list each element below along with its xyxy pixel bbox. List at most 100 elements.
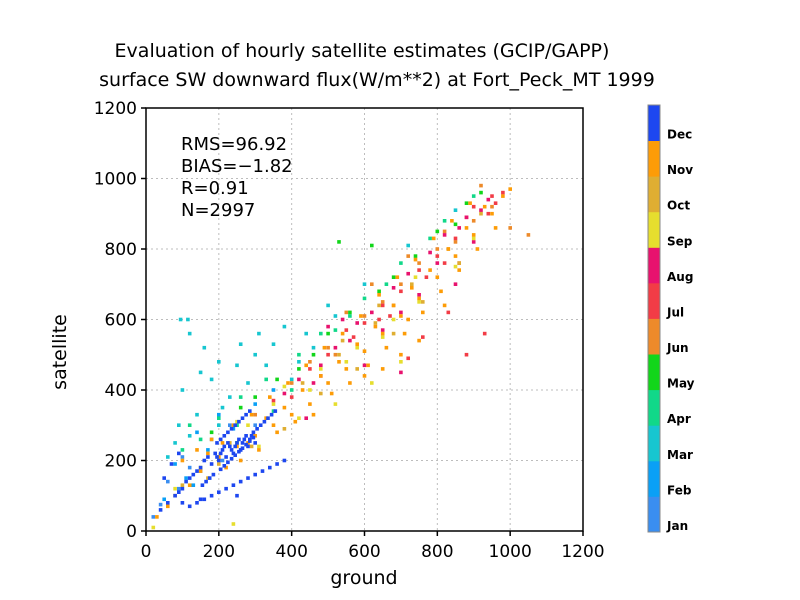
data-point: [180, 483, 185, 487]
x-tick-label: 1200: [561, 542, 604, 562]
data-point: [162, 476, 166, 480]
data-point: [377, 317, 381, 322]
data-point: [333, 328, 338, 332]
colorbar-swatch: [648, 425, 660, 462]
y-tick-label: 1000: [94, 170, 137, 190]
data-point: [217, 360, 221, 364]
data-point: [384, 282, 389, 286]
data-point: [224, 455, 228, 459]
data-point: [184, 476, 188, 480]
data-point: [362, 321, 367, 325]
data-point: [206, 448, 210, 452]
data-point: [177, 451, 181, 456]
data-point: [253, 395, 257, 399]
data-point: [311, 352, 316, 357]
data-point: [260, 469, 265, 473]
data-point: [187, 465, 192, 470]
data-point: [209, 493, 214, 498]
colorbar-label: Mar: [667, 448, 693, 462]
data-point: [202, 497, 207, 502]
data-point: [204, 479, 208, 484]
data-point: [228, 441, 232, 445]
colorbar-frame: [647, 104, 661, 533]
data-point: [399, 261, 403, 265]
data-point: [209, 462, 214, 466]
data-point: [508, 226, 512, 230]
data-point: [257, 448, 261, 452]
data-point: [337, 352, 341, 357]
data-point: [370, 381, 374, 385]
chart-subtitle: surface SW downward flux(W/m**2) at Fort…: [99, 69, 655, 91]
data-point: [380, 300, 385, 304]
data-point: [370, 243, 374, 248]
data-point: [282, 405, 287, 410]
data-point: [255, 427, 259, 431]
data-point: [442, 233, 447, 237]
colorbar-swatch: [648, 354, 660, 391]
data-point: [308, 367, 312, 371]
data-point: [402, 331, 407, 336]
data-point: [226, 441, 230, 445]
data-point: [380, 303, 385, 308]
data-point: [417, 268, 421, 272]
data-point: [237, 449, 241, 454]
data-point: [388, 314, 392, 318]
data-point: [304, 363, 308, 368]
data-point: [233, 453, 237, 457]
data-point: [399, 352, 403, 357]
data-point: [435, 261, 440, 265]
data-point: [237, 419, 241, 424]
data-point: [457, 268, 461, 272]
data-point: [417, 296, 421, 301]
data-point: [464, 226, 469, 230]
data-point: [406, 243, 410, 248]
data-point: [410, 282, 414, 286]
data-point: [428, 236, 432, 241]
data-point: [453, 254, 458, 258]
data-point: [173, 493, 177, 498]
data-point: [282, 458, 287, 463]
data-point: [229, 427, 234, 431]
data-point: [187, 331, 192, 336]
data-point: [173, 462, 177, 466]
data-point: [340, 338, 345, 343]
colorbar-label: Jan: [666, 519, 688, 533]
data-point: [311, 381, 316, 385]
data-point: [297, 367, 301, 371]
data-point: [244, 442, 248, 447]
data-point: [231, 483, 236, 487]
colorbar-swatch: [648, 211, 660, 248]
data-point: [370, 310, 374, 315]
data-point: [195, 469, 199, 473]
data-point: [326, 331, 330, 336]
data-point: [180, 448, 185, 452]
data-point: [490, 211, 494, 216]
data-point: [348, 338, 352, 343]
data-point: [471, 204, 476, 209]
data-point: [373, 321, 378, 325]
data-point: [421, 310, 425, 315]
data-point: [300, 381, 305, 385]
data-point: [355, 345, 359, 350]
data-point: [217, 458, 221, 463]
data-point: [166, 504, 170, 509]
data-point: [187, 423, 192, 427]
data-point: [380, 328, 385, 332]
colorbar-label: Aug: [667, 270, 693, 284]
data-point: [471, 240, 476, 244]
data-point: [217, 490, 221, 494]
data-point: [226, 430, 230, 435]
data-point: [218, 467, 223, 472]
data-point: [258, 423, 263, 427]
data-point: [311, 345, 316, 350]
data-point: [410, 286, 414, 290]
data-point: [178, 317, 183, 322]
data-point: [319, 331, 323, 336]
data-point: [380, 331, 385, 336]
colorbar-swatch: [648, 247, 660, 284]
data-point: [187, 434, 192, 438]
data-point: [158, 508, 163, 512]
data-point: [268, 465, 272, 470]
data-point: [493, 226, 498, 230]
x-axis-ticks: 0 200 400 600 800 1000 1200: [141, 531, 605, 562]
